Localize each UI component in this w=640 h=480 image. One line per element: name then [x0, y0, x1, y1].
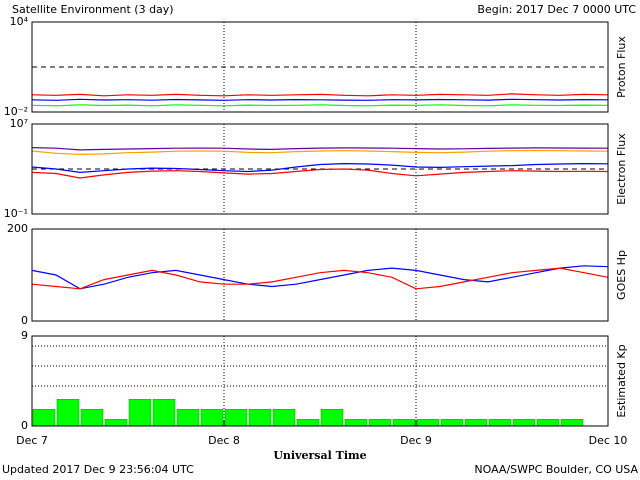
plot-frame	[31, 21, 609, 113]
series-line	[31, 149, 609, 156]
y-tick-label: 0	[21, 419, 28, 432]
x-tick-label: Dec 7	[16, 434, 48, 447]
series-line	[31, 147, 609, 151]
y-axis-label: Electron Flux	[615, 133, 628, 205]
bar	[368, 419, 392, 427]
y-tick-label: 10⁷	[10, 117, 28, 130]
bar	[224, 409, 248, 427]
bar	[536, 419, 560, 427]
updated: Updated 2017 Dec 9 23:56:04 UTC	[2, 463, 194, 476]
y-tick-label: 10⁻²	[4, 105, 28, 118]
bar	[416, 419, 440, 427]
bar	[176, 409, 200, 427]
y-axis-label: Estimated Kp	[615, 344, 628, 417]
y-axis-label: GOES Hp	[615, 250, 628, 300]
bar	[560, 419, 584, 427]
bar	[32, 409, 56, 427]
y-tick-label: 10⁻¹	[4, 207, 28, 220]
bar	[248, 409, 272, 427]
y-tick-label: 0	[21, 314, 28, 327]
bar	[512, 419, 536, 427]
bar	[320, 409, 344, 427]
plot-frame	[31, 123, 609, 215]
x-tick-label: Dec 9	[400, 434, 432, 447]
y-tick-label: 200	[7, 222, 28, 235]
series-line	[31, 168, 609, 179]
series-line	[31, 267, 609, 290]
bar	[80, 409, 104, 427]
bar	[272, 409, 296, 427]
x-tick-label: Dec 10	[589, 434, 628, 447]
bar	[128, 399, 152, 427]
series-line	[31, 98, 609, 101]
series-line	[31, 265, 609, 290]
y-axis-label: Proton Flux	[615, 36, 628, 98]
bar	[344, 419, 368, 427]
series-line	[31, 162, 609, 174]
bar	[200, 409, 224, 427]
bar	[152, 399, 176, 427]
x-axis-label: Universal Time	[273, 449, 366, 462]
bar	[56, 399, 80, 427]
x-tick-label: Dec 8	[208, 434, 240, 447]
bar	[440, 419, 464, 427]
y-tick-label: 9	[21, 329, 28, 342]
series-line	[31, 93, 609, 97]
credit: NOAA/SWPC Boulder, CO USA	[474, 463, 638, 476]
bar	[488, 419, 512, 427]
plot-frame	[31, 335, 609, 427]
bar	[464, 419, 488, 427]
begin: Begin: 2017 Dec 7 0000 UTC	[477, 3, 636, 16]
bar	[104, 419, 128, 427]
bar	[296, 419, 320, 427]
bar	[392, 419, 416, 427]
plot-frame	[31, 228, 609, 322]
y-tick-label: 10⁴	[10, 15, 29, 28]
title: Satellite Environment (3 day)	[12, 3, 174, 16]
series-line	[31, 104, 609, 107]
